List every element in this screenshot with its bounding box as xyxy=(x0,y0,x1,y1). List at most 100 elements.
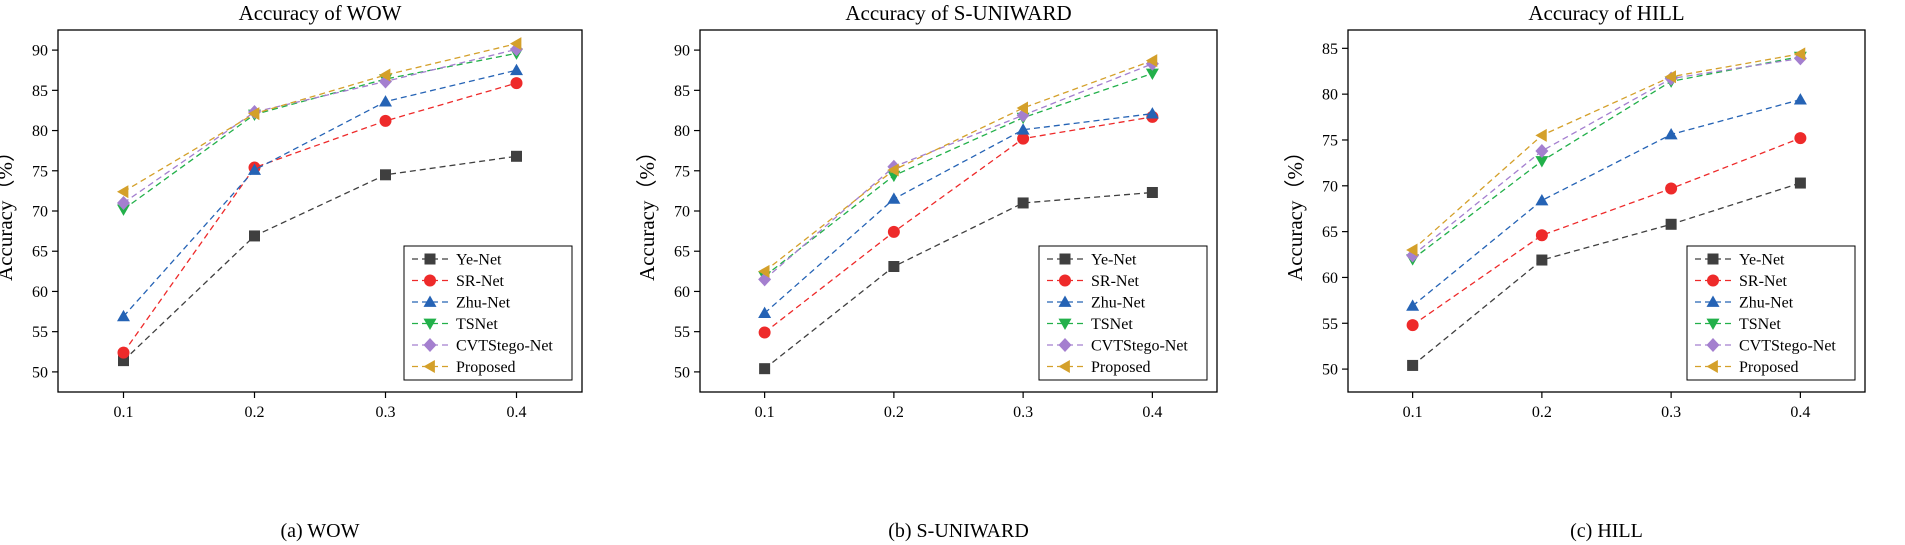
x-tick-label: 0.4 xyxy=(1790,404,1810,421)
y-axis-label: Accuracy（%） xyxy=(635,141,659,281)
series-zhu-net xyxy=(758,107,1159,319)
chart-hill: Accuracy of HILL (c) HILL Accuracy（%） 50 55 6… xyxy=(1283,1,1866,542)
series-sr-net xyxy=(1406,132,1807,332)
data-point xyxy=(379,114,392,127)
y-tick-label: 85 xyxy=(1322,41,1338,58)
y-tick-label: 60 xyxy=(674,284,690,301)
chart-title: Accuracy of S-UNIWARD xyxy=(845,1,1071,25)
series-cvtstego-net xyxy=(117,42,523,210)
legend-marker xyxy=(423,318,437,330)
chart-title: Accuracy of HILL xyxy=(1528,1,1684,25)
chart-caption: (b) S-UNIWARD xyxy=(888,520,1029,542)
data-point xyxy=(887,192,901,204)
data-point xyxy=(1793,47,1806,61)
legend-marker xyxy=(424,253,436,265)
data-point xyxy=(1665,182,1678,195)
x-tick-label: 0.2 xyxy=(884,404,904,421)
series-line xyxy=(1412,53,1801,251)
y-tick-label: 75 xyxy=(32,163,48,180)
data-point xyxy=(248,107,260,121)
x-tick-label: 0.4 xyxy=(507,404,527,421)
data-point xyxy=(887,163,899,177)
series-line xyxy=(764,191,1153,370)
data-point xyxy=(510,37,522,51)
series-line xyxy=(123,155,517,362)
legend-label: CVTStego-Net xyxy=(1091,338,1188,355)
series-line xyxy=(1412,182,1801,366)
data-point xyxy=(1664,70,1676,84)
series-zhu-net xyxy=(1406,93,1807,311)
y-tick-label: 90 xyxy=(674,43,690,60)
legend-label: Zhu-Net xyxy=(1091,295,1146,312)
legend-label: Proposed xyxy=(1739,359,1799,376)
y-tick-label: 50 xyxy=(1322,362,1338,379)
legend-label: TSNet xyxy=(1739,316,1781,333)
legend-label: SR-Net xyxy=(1091,273,1140,290)
data-point xyxy=(379,68,391,82)
legend: Ye-Net SR-Net Zhu-Net TSNet CVTStego-Net Prop… xyxy=(403,245,573,381)
legend-marker xyxy=(1707,253,1719,265)
data-point xyxy=(1406,319,1419,332)
x-tick-label: 0.1 xyxy=(1403,404,1423,421)
y-tick-label: 50 xyxy=(674,364,690,381)
data-point xyxy=(1017,197,1029,209)
data-point xyxy=(1665,218,1677,230)
y-tick-label: 85 xyxy=(32,83,48,100)
series-proposed xyxy=(1406,47,1806,257)
data-point xyxy=(758,326,771,339)
y-axis-label: Accuracy（%） xyxy=(1283,141,1307,281)
legend-label: TSNet xyxy=(456,316,498,333)
series-tsnet xyxy=(1406,51,1807,266)
series-line xyxy=(1412,55,1801,260)
legend: Ye-Net SR-Net Zhu-Net TSNet CVTStego-Net Prop… xyxy=(1686,245,1856,381)
data-point xyxy=(1017,132,1030,145)
legend-label: Ye-Net xyxy=(1091,252,1137,269)
series-ye-net xyxy=(759,186,1158,375)
data-point xyxy=(1146,186,1158,198)
series-line xyxy=(123,69,517,317)
data-point xyxy=(249,230,260,242)
data-point xyxy=(117,185,129,199)
y-tick-label: 75 xyxy=(1322,132,1338,149)
legend-marker xyxy=(1706,338,1720,352)
legend-marker xyxy=(1706,360,1718,373)
data-point xyxy=(758,306,772,319)
series-ye-net xyxy=(118,150,522,367)
data-point xyxy=(1145,68,1159,80)
legend-box xyxy=(403,245,573,381)
legend: Ye-Net SR-Net Zhu-Net TSNet CVTStego-Net Prop… xyxy=(1038,245,1208,381)
legend-marker xyxy=(1706,295,1720,307)
legend-marker xyxy=(423,338,437,352)
y-tick-label: 65 xyxy=(32,244,48,261)
legend-label: Proposed xyxy=(456,359,516,376)
series-proposed xyxy=(117,37,522,199)
legend-label: CVTStego-Net xyxy=(456,338,553,355)
data-point xyxy=(759,363,771,375)
x-tick-label: 0.3 xyxy=(1661,404,1681,421)
series-line xyxy=(764,113,1153,314)
data-point xyxy=(510,77,523,90)
data-point xyxy=(1145,54,1158,68)
y-tick-label: 60 xyxy=(1322,270,1338,287)
legend-marker xyxy=(1058,295,1072,307)
data-point xyxy=(1794,177,1806,189)
legend-marker xyxy=(1058,360,1070,373)
chart-caption: (c) HILL xyxy=(1570,520,1643,542)
x-tick-label: 0.2 xyxy=(245,404,265,421)
data-point xyxy=(1145,107,1159,119)
y-tick-label: 80 xyxy=(32,123,48,140)
x-tick-label: 0.2 xyxy=(1532,404,1552,421)
data-point xyxy=(1406,299,1420,311)
y-tick-label: 90 xyxy=(32,43,48,60)
data-point xyxy=(510,63,523,76)
legend-label: SR-Net xyxy=(456,273,505,290)
legend-label: Zhu-Net xyxy=(1739,295,1794,312)
series-line xyxy=(123,48,517,204)
legend-marker xyxy=(1707,274,1719,287)
data-point xyxy=(888,261,900,273)
x-tick-label: 0.3 xyxy=(1013,404,1033,421)
y-tick-label: 70 xyxy=(32,204,48,221)
y-tick-label: 50 xyxy=(32,364,48,381)
y-tick-label: 65 xyxy=(1322,224,1338,241)
